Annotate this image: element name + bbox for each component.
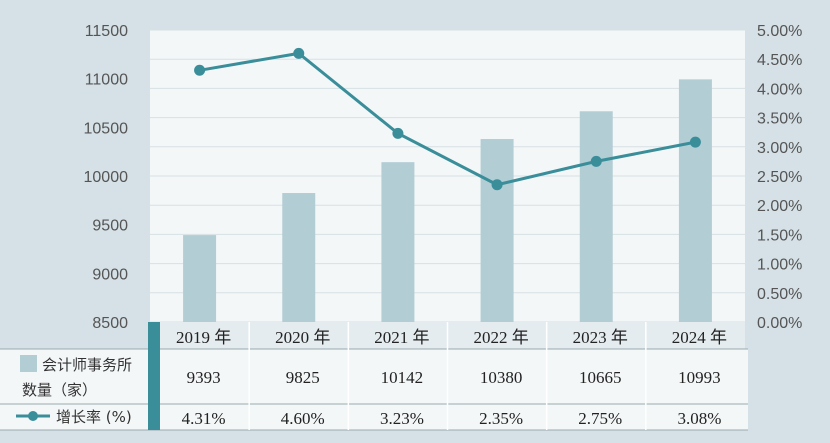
category-label: 2019 年	[176, 328, 231, 347]
bar	[381, 162, 415, 322]
rate-value-label: 4.31%	[182, 409, 226, 428]
rate-value-label: 3.08%	[677, 409, 721, 428]
growth-rate-point	[293, 47, 305, 59]
growth-rate-point	[590, 155, 602, 167]
left-axis-tick-label: 9000	[92, 266, 128, 283]
bar	[579, 111, 613, 322]
right-axis-tick-label: 1.50%	[757, 227, 802, 244]
rate-value-label: 4.60%	[281, 409, 325, 428]
bar-value-label: 10665	[579, 368, 622, 387]
right-axis-tick-label: 2.00%	[757, 198, 802, 215]
left-axis-tick-label: 11500	[85, 23, 128, 40]
growth-rate-point	[689, 136, 701, 148]
rate-value-label: 2.75%	[578, 409, 622, 428]
category-label: 2022 年	[473, 328, 528, 347]
right-axis-tick-label: 2.50%	[757, 169, 802, 186]
bar-value-label: 10380	[480, 368, 523, 387]
right-axis-tick-label: 3.00%	[757, 140, 802, 157]
rate-value-label: 2.35%	[479, 409, 523, 428]
bar	[183, 235, 217, 322]
right-axis-tick-label: 1.00%	[757, 257, 802, 274]
right-axis-tick-label: 4.00%	[757, 81, 802, 98]
right-axis-tick-label: 5.00%	[757, 23, 802, 40]
growth-rate-point	[491, 179, 503, 191]
rate-value-label: 3.23%	[380, 409, 424, 428]
table-accent-band	[148, 322, 160, 430]
bar-legend-label-line2: 数量（家）	[22, 381, 97, 399]
category-label: 2020 年	[275, 328, 330, 347]
bar-value-label: 9825	[286, 368, 320, 387]
growth-rate-point	[392, 127, 404, 139]
right-axis-tick-label: 0.00%	[757, 315, 802, 332]
category-label: 2024 年	[672, 328, 727, 347]
bar	[678, 79, 712, 323]
left-axis-tick-label: 10500	[84, 120, 129, 137]
bar-legend-swatch	[20, 355, 37, 372]
category-label: 2021 年	[374, 328, 429, 347]
table-header-row	[148, 322, 745, 349]
growth-rate-line	[199, 51, 696, 187]
growth-rate-point	[194, 64, 206, 76]
line-legend-label: 增长率 (%)	[56, 408, 132, 426]
left-axis-tick-label: 10000	[84, 169, 129, 186]
line-legend-marker	[28, 411, 38, 421]
left-axis-tick-label: 9500	[92, 218, 128, 235]
bar	[282, 193, 316, 322]
bar	[480, 139, 514, 322]
bar-legend-label-line1: 会计师事务所	[42, 356, 132, 374]
bar-value-label: 9393	[187, 368, 221, 387]
right-axis-tick-label: 0.50%	[757, 286, 802, 303]
bar-value-label: 10993	[678, 368, 721, 387]
right-axis-tick-label: 4.50%	[757, 52, 802, 69]
left-axis-tick-label: 8500	[92, 315, 128, 332]
category-label: 2023 年	[573, 328, 628, 347]
right-axis-tick-label: 3.50%	[757, 111, 802, 128]
left-axis-tick-label: 11000	[85, 72, 128, 89]
bar-value-label: 10142	[381, 368, 424, 387]
table-body	[0, 349, 748, 430]
